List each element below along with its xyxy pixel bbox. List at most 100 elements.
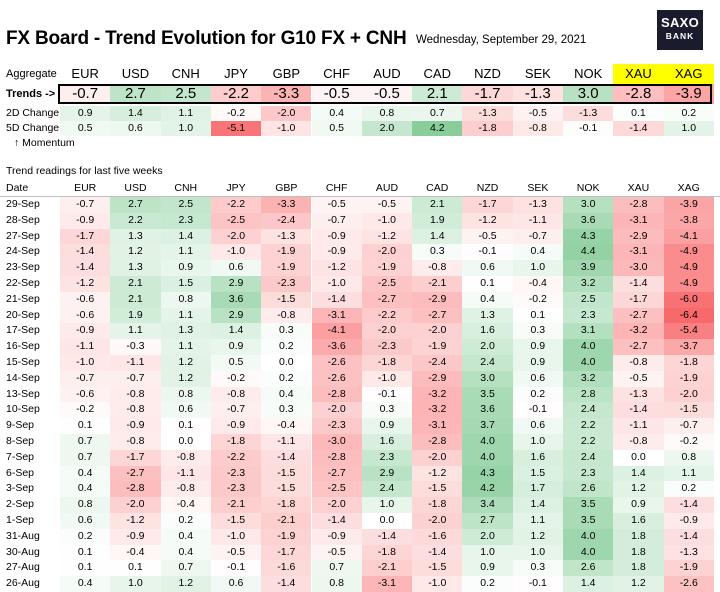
reading-cell-sek: -0.7 (512, 228, 563, 245)
reading-cell-jpy: -0.2 (210, 370, 262, 387)
readings-header-xau: XAU (627, 182, 650, 194)
change-2d-usd: 1.4 (110, 106, 161, 121)
reading-cell-jpy: -0.5 (210, 544, 262, 561)
reading-cell-cad: -3.2 (412, 402, 463, 419)
reading-cell-xag: -2.0 (663, 386, 714, 403)
reading-cell-eur: 0.6 (60, 513, 111, 529)
reading-cell-xag: -1.9 (663, 560, 714, 577)
reading-cell-sek: 1.0 (512, 544, 563, 561)
reading-cell-eur: -0.2 (60, 402, 111, 419)
reading-cell-gbp: -2.1 (261, 513, 312, 529)
reading-date: 31-Aug (6, 529, 40, 542)
reading-cell-usd: -0.9 (110, 418, 161, 434)
reading-cell-cad: -1.6 (412, 528, 463, 545)
reading-row: 20-Sep -0.6 1.9 1.1 2.9 -0.8 -3.1 -2.2 -2.7 1.3 0.… (0, 307, 720, 324)
reading-cell-eur: 0.4 (60, 576, 111, 592)
reading-date: 27-Sep (6, 229, 40, 242)
change-2d-row: 2D Change 0.9 1.4 1.1 -0.2 -2.0 0.4 0.8 0.7 -1.3-… (0, 106, 720, 121)
reading-cell-xag: -0.7 (663, 418, 714, 434)
reading-cell-jpy: -0.7 (210, 402, 262, 419)
reading-cell-eur: 0.8 (60, 497, 111, 513)
reading-cell-xag: 0.2 (663, 481, 714, 498)
reading-row: 28-Sep -0.9 2.2 2.3 -2.5 -2.4 -0.7 -1.0 1.9 -1.2-… (0, 212, 720, 229)
reading-cell-usd: 0.1 (110, 560, 161, 577)
reading-cell-cnh: -0.8 (160, 481, 211, 498)
reading-cell-gbp: -1.9 (261, 260, 312, 276)
reading-date: 29-Sep (6, 198, 40, 210)
reading-cell-usd: -2.8 (110, 481, 161, 498)
reading-cell-nzd: -0.1 (462, 244, 513, 261)
reading-cell-cad: -2.7 (412, 307, 463, 324)
reading-cell-nzd: -0.5 (462, 228, 513, 245)
reading-date: 23-Sep (6, 261, 40, 274)
reading-cell-cad: 2.1 (412, 197, 463, 213)
reading-date: 13-Sep (6, 387, 40, 400)
reading-cell-xau: 0.0 (613, 449, 664, 466)
change-2d-eur: 0.9 (60, 106, 111, 121)
reading-cell-cnh: 1.1 (160, 307, 211, 324)
reading-cell-sek: 0.9 (512, 355, 563, 371)
reading-cell-jpy: 2.9 (210, 307, 262, 324)
reading-cell-eur: 0.1 (60, 418, 111, 434)
reading-date: 28-Sep (6, 213, 40, 226)
currency-header-chf: CHF (323, 66, 350, 81)
reading-cell-nok: 2.8 (563, 386, 614, 403)
reading-cell-jpy: -1.0 (210, 528, 262, 545)
reading-cell-sek: -1.3 (512, 197, 563, 213)
reading-row: 17-Sep -0.9 1.1 1.3 1.4 0.3 -4.1 -2.0 -2.0 1.6 0.3… (0, 323, 720, 340)
reading-cell-xag: -5.4 (663, 323, 714, 340)
reading-cell-nzd: 1.3 (462, 307, 513, 324)
reading-cell-nok: 3.6 (563, 212, 614, 229)
reading-cell-nzd: 2.7 (462, 513, 513, 529)
change-2d-gbp: -2.0 (261, 106, 312, 121)
reading-cell-nok: 3.0 (563, 197, 614, 213)
reading-row: 2-Sep 0.8 -2.0 -0.4 -2.1 -1.8 -2.0 1.0 -1.8 3.4 1.… (0, 497, 720, 513)
reading-cell-xag: 1.1 (663, 465, 714, 482)
reading-cell-gbp: 0.0 (261, 355, 312, 371)
reading-cell-nok: 2.4 (563, 449, 614, 466)
reading-cell-gbp: 0.4 (261, 386, 312, 403)
reading-row: 23-Sep -1.4 1.3 0.9 0.6 -1.9 -1.2 -1.9 -0.8 0.6 1.… (0, 260, 720, 276)
reading-cell-nzd: 4.2 (462, 481, 513, 498)
readings-header-aud: AUD (375, 182, 399, 194)
reading-cell-usd: 1.2 (110, 244, 161, 261)
reading-cell-chf: -2.0 (311, 402, 362, 419)
reading-cell-aud: 0.0 (361, 513, 413, 529)
reading-cell-aud: -2.3 (361, 339, 413, 355)
reading-cell-nok: 2.5 (563, 291, 614, 308)
reading-cell-aud: 2.9 (361, 465, 413, 482)
reading-date: 7-Sep (6, 450, 35, 463)
reading-cell-sek: 0.6 (512, 418, 563, 434)
reading-cell-xau: -2.8 (613, 197, 664, 213)
momentum-label: ↑ Momentum (14, 137, 75, 149)
reading-cell-usd: -0.8 (110, 434, 161, 450)
reading-date: 22-Sep (6, 277, 40, 289)
reading-cell-jpy: -1.8 (210, 434, 262, 450)
reading-cell-aud: -3.1 (361, 576, 413, 592)
trend-value-cnh: 2.5 (160, 84, 211, 104)
readings-header-jpy: JPY (226, 182, 246, 194)
currency-header-aud: AUD (373, 66, 401, 81)
reading-cell-chf: -2.6 (311, 370, 362, 387)
reading-cell-xag: -2.6 (663, 576, 714, 592)
reading-row: 6-Sep 0.4 -2.7 -1.1 -2.3 -1.5 -2.7 2.9 -1.2 4.3 1.… (0, 465, 720, 482)
reading-cell-cnh: -0.4 (160, 497, 211, 513)
reading-row: 1-Sep 0.6 -1.2 0.2 -1.5 -2.1 -1.4 0.0 -2.0 2.7 1.1… (0, 513, 720, 529)
reading-cell-xag: -0.2 (663, 434, 714, 450)
reading-cell-gbp: -1.4 (261, 449, 312, 466)
reading-cell-nzd: 4.0 (462, 434, 513, 450)
reading-cell-jpy: -0.8 (210, 386, 262, 403)
reading-cell-cnh: -1.1 (160, 465, 211, 482)
reading-cell-xag: -4.9 (663, 276, 714, 292)
reading-cell-xau: -3.1 (613, 212, 664, 229)
reading-cell-jpy: -2.0 (210, 228, 262, 245)
reading-cell-usd: -2.7 (110, 465, 161, 482)
readings-header-nzd: NZD (476, 182, 499, 194)
reading-cell-cad: -1.8 (412, 497, 463, 513)
currency-header-row: Aggregate EUR USD CNH JPY GBP CHF AUD CAD NZD SEK N… (0, 64, 720, 84)
reading-date: 16-Sep (6, 340, 40, 353)
change-5d-label: 5D Change (6, 122, 60, 134)
reading-cell-xag: -6.4 (663, 307, 714, 324)
reading-cell-nzd: -1.2 (462, 212, 513, 229)
currency-header-cad: CAD (423, 66, 451, 81)
